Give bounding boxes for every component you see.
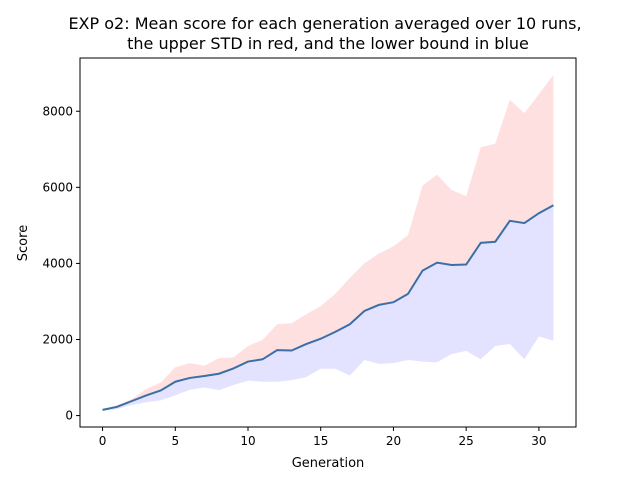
x-tick-label: 0: [99, 434, 107, 448]
chart-title-line-1: EXP o2: Mean score for each generation a…: [68, 14, 581, 33]
x-tick-label: 25: [459, 434, 474, 448]
x-axis-ticks: 0 5 10 15 20 25 30: [99, 427, 547, 448]
y-tick-label: 0: [65, 409, 73, 423]
upper-std-band: [102, 74, 554, 410]
y-tick-label: 4000: [42, 256, 73, 270]
axes-frame: [79, 57, 577, 428]
y-tick-label: 6000: [42, 180, 73, 194]
y-tick-label: 2000: [42, 333, 73, 347]
x-axis-label: Generation: [292, 456, 365, 471]
chart-title-line-2: the upper STD in red, and the lower boun…: [127, 34, 529, 53]
x-tick-label: 10: [240, 434, 255, 448]
y-axis-label: Score: [16, 225, 31, 261]
x-tick-label: 15: [313, 434, 328, 448]
plot-area: [102, 74, 554, 411]
x-tick-label: 5: [171, 434, 179, 448]
mean-line: [102, 204, 554, 411]
lower-bound-band: [102, 205, 554, 411]
y-tick-label: 8000: [42, 104, 73, 118]
x-tick-label: 20: [386, 434, 401, 448]
y-axis-ticks: 0 2000 4000 6000 8000: [42, 104, 80, 423]
x-tick-label: 30: [531, 434, 546, 448]
